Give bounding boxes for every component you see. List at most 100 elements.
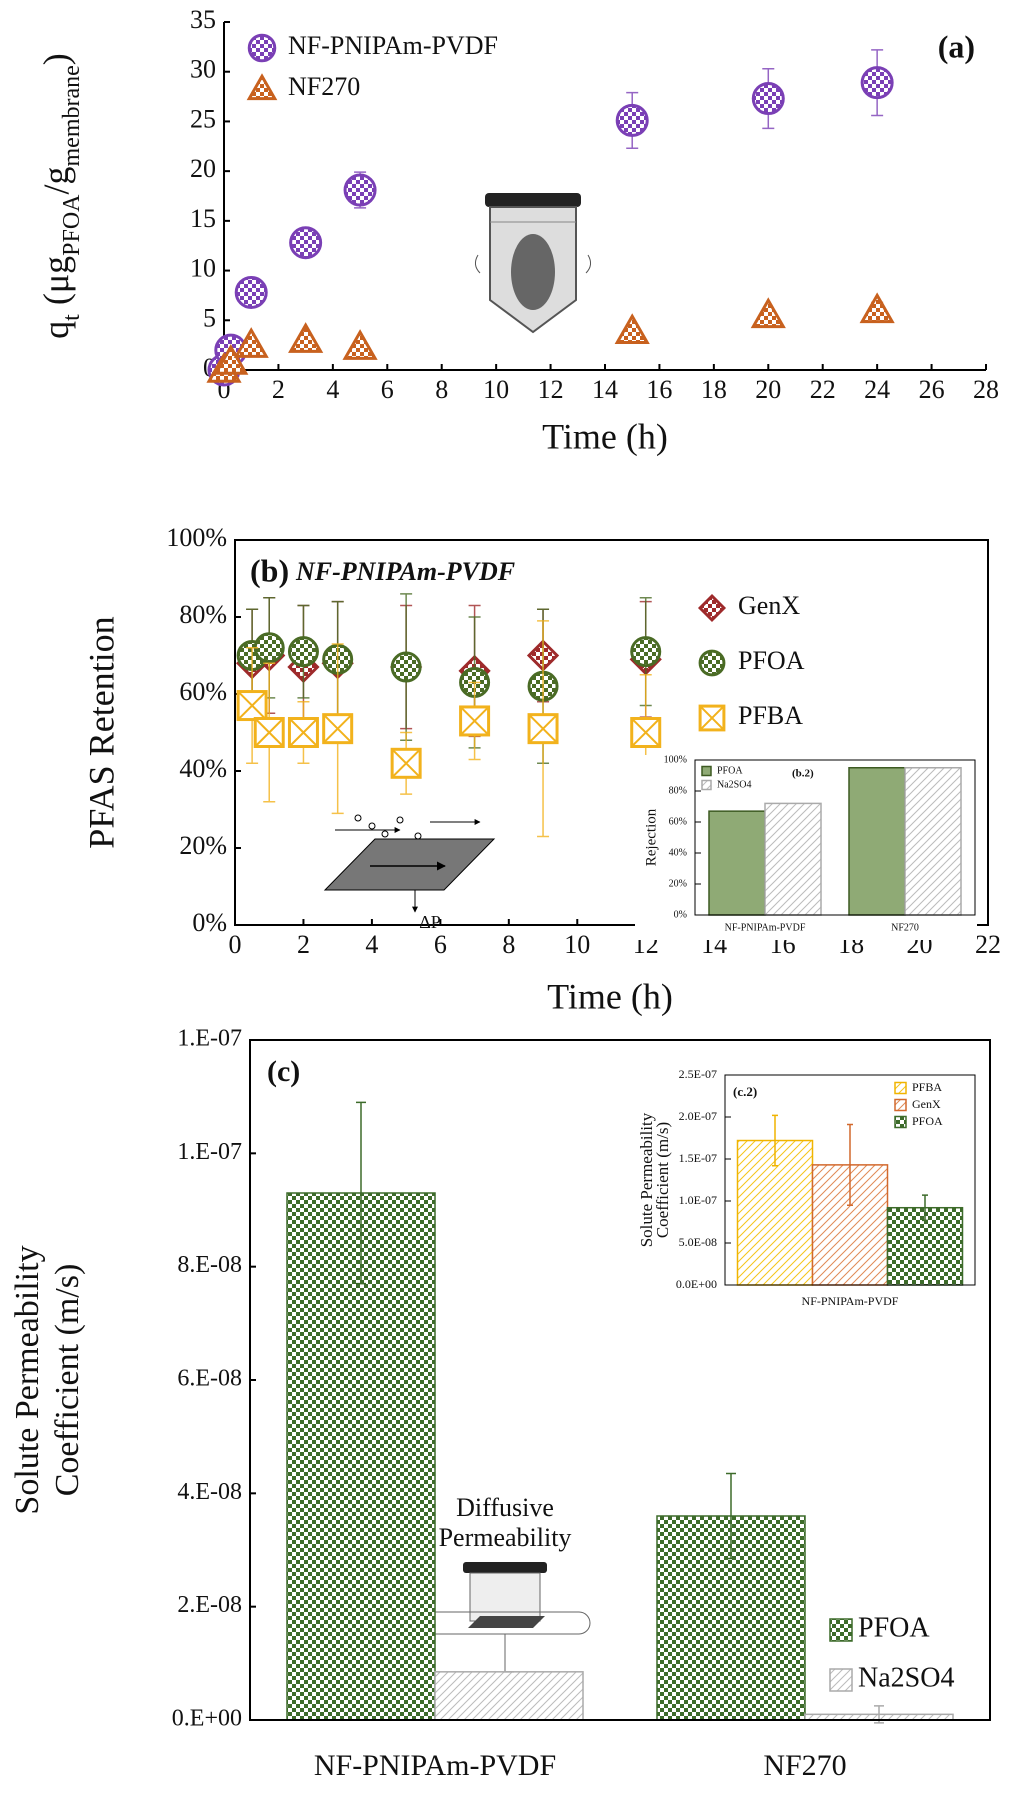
marker-shape [751,82,785,116]
x-tick-label: NF270 [891,922,919,933]
y-tick-label: 1.5E-07 [679,1151,717,1165]
marker-shape [390,651,422,683]
x-tick-label: 16 [646,375,672,404]
legend-label: Na2SO4 [858,1662,954,1693]
marker [213,344,249,375]
panel-label: (a) [938,28,975,64]
marker [630,717,662,748]
y-tick-label: 25 [190,104,216,133]
bar [904,767,962,916]
y-tick-label: 60% [669,816,687,827]
legend-marker [246,73,278,101]
x-tick-label: NF-PNIPAm-PVDF [802,1294,899,1308]
marker-cross [631,717,661,748]
y-tick-label: 5 [203,303,216,332]
marker-cross [237,690,267,721]
legend-label: PFOA [717,765,743,776]
y-tick-label: 20% [669,878,687,889]
legend-swatch [894,1081,907,1095]
x-tick-label: 28 [973,375,999,404]
y-axis-label: qt (μgPFOA/gmembrane) [36,53,84,339]
legend-item: PFBA [894,1080,942,1095]
legend-marker [698,704,726,732]
panel-label: (c) [267,1055,300,1088]
legend-label: GenX [738,591,800,620]
y-tick-label: 2.5E-07 [679,1067,717,1081]
legend-swatch [894,1098,907,1112]
y-tick-label: 30 [190,55,216,84]
membrane-diagram [323,814,496,913]
marker-shape [289,226,323,260]
legend-label: PFOA [858,1612,930,1643]
x-tick-label: 26 [919,375,945,404]
marker [236,690,268,722]
marker [614,313,650,344]
legend-marker [697,593,727,623]
y-axis-label-part: t [59,314,85,321]
x-tick-label: 8 [435,375,448,404]
annotation: ΔP [419,912,441,932]
x-tick-label: NF-PNIPAm-PVDF [314,1749,556,1782]
marker [288,322,324,353]
panel-label: (b) [250,552,289,588]
marker [234,275,268,309]
legend-swatch [701,765,712,777]
legend-label: NF270 [288,72,360,101]
legend-item: PFOA [698,646,805,677]
marker-cross [391,748,421,779]
legend-swatch [829,1618,853,1642]
x-tick-label: 2 [272,375,285,404]
legend-label: PFBA [912,1080,942,1094]
marker-shape [247,33,277,63]
x-tick-label: 22 [975,930,1001,959]
y-tick-label: 4.E-08 [177,1479,242,1505]
y-tick-label: 1.0E-07 [679,1193,717,1207]
y-tick-label: 8.E-08 [177,1252,242,1278]
y-tick-label: 0% [192,908,227,937]
bar [708,810,766,916]
y-tick-label: 6.E-08 [177,1366,242,1392]
marker [527,713,559,745]
marker-shape [287,636,319,668]
marker-cross [254,717,284,748]
marker [390,747,422,779]
marker [287,636,319,668]
marker-shape [343,173,377,207]
y-tick-label: 0.E+00 [172,1706,242,1732]
marker [859,292,895,324]
legend-item: NF270 [246,72,360,101]
error-bar [772,1114,778,1167]
y-axis-label-part: membrane [59,65,85,166]
x-tick-label: 2 [297,930,310,959]
error-bar [726,1472,736,1560]
annotation: Diffusive [456,1493,554,1522]
y-tick-label: 35 [190,5,216,34]
bar [848,767,906,916]
x-axis-label: Time (h) [542,416,668,456]
x-tick-label: 10 [483,375,509,404]
marker-cross [322,713,353,744]
error-bar [356,1101,366,1285]
x-tick-label: 22 [810,375,836,404]
y-tick-label: 100% [166,523,227,552]
y-tick-label: 100% [664,754,687,765]
legend-label: PFOA [912,1114,943,1128]
legend-label: PFBA [738,701,803,730]
plot-frame [694,759,976,916]
legend-swatch [701,779,712,791]
marker-shape [233,327,269,358]
legend-swatch [829,1668,853,1692]
error-bar [847,1123,853,1206]
marker [390,651,422,683]
x-tick-label: NF-PNIPAm-PVDF [725,922,806,933]
x-tick-label: 0 [229,930,242,959]
legend-item: PFOA [829,1612,930,1643]
legend-marker [247,33,277,63]
x-tick-label: 14 [592,375,618,404]
marker [630,636,662,668]
x-tick-label: 8 [502,930,515,959]
legend-item: GenX [894,1097,941,1112]
y-tick-label: 15 [190,204,216,233]
marker [342,329,378,360]
